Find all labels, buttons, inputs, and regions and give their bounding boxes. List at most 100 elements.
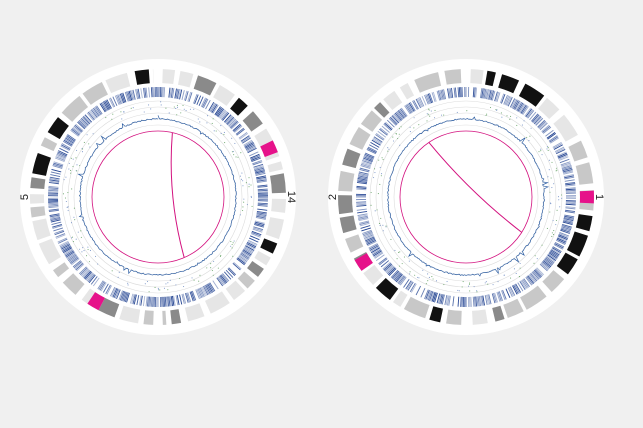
gene-density-tick (55, 234, 66, 239)
gene-density-tick (482, 295, 485, 306)
gene-density-tick (256, 214, 267, 218)
gene-density-tick (540, 262, 549, 271)
scatter-point (401, 263, 403, 265)
gene-density-tick (175, 295, 179, 306)
gene-density-tick (247, 239, 258, 245)
gene-density-tick (403, 279, 410, 288)
gene-density-tick (546, 255, 556, 263)
scatter-point (111, 118, 113, 120)
scatter-point (441, 114, 443, 116)
gene-density-tick (357, 215, 368, 219)
gene-density-tick (564, 176, 575, 180)
scatter-point (160, 101, 162, 103)
scatter-point (169, 279, 171, 281)
scatter-point (207, 115, 209, 117)
scatter-point (76, 149, 78, 151)
gene-density-tick (236, 128, 245, 136)
gene-density-tick (565, 181, 576, 185)
gene-density-tick (149, 296, 152, 307)
gene-density-tick (169, 87, 172, 98)
gene-density-tick (50, 174, 61, 178)
scatter-point (548, 169, 550, 171)
gene-density-tick (436, 90, 441, 101)
gene-density-tick (106, 285, 112, 295)
gene-density-tick (501, 93, 506, 104)
gene-density-tick (431, 291, 436, 302)
gene-density-tick (86, 273, 94, 282)
gene-density-tick (83, 270, 92, 279)
gene-density-tick (506, 96, 512, 106)
gene-density-tick (512, 285, 518, 295)
gene-density-tick (450, 87, 454, 98)
gene-density-tick (362, 230, 373, 236)
cytoband (105, 72, 131, 94)
gene-density-tick (145, 296, 148, 307)
scatter-point (548, 159, 550, 161)
scatter-point (557, 196, 559, 198)
gene-density-tick (150, 296, 153, 307)
scatter-point (220, 254, 222, 257)
scatter-point (223, 134, 225, 136)
scatter-point (430, 110, 432, 112)
gene-density-tick (117, 94, 122, 105)
gene-density-tick (59, 241, 70, 248)
gene-density-tick (57, 151, 67, 157)
gene-density-tick (436, 293, 441, 304)
gene-density-tick (361, 227, 372, 232)
gene-density-tick (522, 279, 529, 288)
scatter-point (81, 251, 83, 253)
gene-density-tick (366, 149, 377, 155)
scatter-point (428, 109, 430, 111)
gene-density-tick (242, 250, 251, 257)
gene-density-tick (365, 237, 375, 243)
scatter-point (551, 161, 553, 163)
gene-density-tick (526, 276, 534, 285)
scatter-track (370, 107, 563, 293)
scatter-point (118, 271, 120, 273)
gene-density-tick (52, 223, 62, 228)
scatter-point (379, 166, 381, 168)
gene-density-tick (53, 162, 64, 167)
scatter-point (457, 289, 459, 291)
gene-density-tick (246, 243, 256, 249)
gene-density-tick (51, 168, 62, 173)
gene-density-tick (526, 109, 534, 118)
gene-density-tick (84, 271, 93, 280)
gene-density-tick (523, 278, 530, 288)
gene-density-tick (557, 151, 567, 157)
gene-density-tick (393, 272, 401, 281)
scatter-point (549, 211, 551, 213)
scatter-point (75, 238, 77, 240)
gene-density-tick (390, 269, 399, 278)
gene-density-tick (110, 97, 116, 108)
gene-density-tick (360, 225, 371, 229)
gene-density-tick (444, 295, 448, 306)
scatter-point (484, 282, 486, 284)
gene-density-tick (61, 245, 71, 251)
gene-density-tick (375, 254, 385, 261)
scatter-point (80, 236, 82, 238)
gene-density-tick (198, 288, 204, 298)
scatter-point (530, 127, 532, 129)
scatter-point (377, 193, 379, 195)
scatter-point (485, 281, 487, 283)
gene-density-tick (217, 276, 225, 286)
gene-density-tick (529, 273, 537, 283)
gene-density-tick (247, 240, 257, 247)
gene-density-tick (453, 87, 456, 98)
gene-density-tick (380, 260, 390, 268)
gene-density-tick (527, 275, 535, 284)
cytoband (254, 250, 271, 266)
chromosome-label: 14 (285, 191, 297, 203)
scatter-point (176, 114, 178, 116)
gene-density-tick (48, 206, 59, 209)
gene-density-tick (357, 176, 368, 180)
scatter-point (427, 280, 429, 282)
gene-density-tick (562, 167, 573, 172)
gene-density-tick (563, 171, 574, 175)
gene-density-tick (195, 289, 200, 300)
cytoband (30, 206, 46, 218)
cytoband (492, 305, 505, 322)
scatter-point (232, 255, 234, 257)
gene-density-tick (202, 98, 209, 109)
